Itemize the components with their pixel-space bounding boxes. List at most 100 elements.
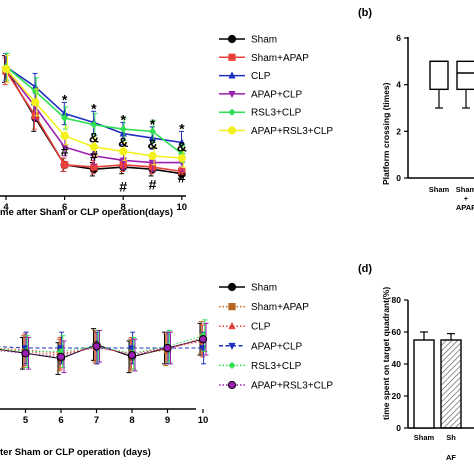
legend-item: APAP+RSL3+CLP (219, 381, 333, 392)
legend-label: Sham+APAP (251, 302, 309, 313)
significance-mark: * (62, 92, 68, 108)
legend-marker (228, 342, 236, 350)
panel-d-sublabel: AF (446, 453, 456, 462)
x-tick-label: 7 (94, 415, 99, 426)
bar-rect (413, 339, 435, 429)
panel-d-bar-chart: (d) time spent on target quadrant(%) 0 20… (358, 263, 474, 462)
data-point (61, 109, 69, 117)
legend-marker (227, 282, 237, 292)
box-body (456, 60, 474, 91)
significance-mark: & (177, 138, 187, 154)
significance-mark: # (61, 143, 69, 159)
panel-b-label: (b) (358, 7, 372, 19)
legend-item: APAP+CLP (219, 341, 303, 352)
y-tick-label: 0 (396, 423, 401, 433)
category-label: APAP (456, 203, 474, 212)
significance-mark: * (120, 112, 126, 128)
legend-label: CLP (251, 322, 271, 333)
x-tick-label: 6 (58, 415, 63, 426)
data-point (56, 352, 66, 361)
legend-item: APAP+CLP (219, 89, 303, 100)
series-apap-rsl3-clp (1, 55, 186, 168)
y-tick-label: 40 (392, 359, 402, 369)
data-point (92, 342, 101, 351)
data-point (163, 343, 172, 353)
legend-item: Sham+APAP (219, 53, 309, 64)
x-tick-label: 9 (165, 415, 170, 426)
data-point (119, 147, 128, 156)
series-sham (0, 322, 208, 375)
data-point (148, 127, 157, 135)
x-tick-label: 5 (23, 415, 29, 426)
series-apap-rsl3-clp (0, 322, 209, 374)
legend-label: Sham+APAP (251, 53, 309, 64)
panel-d-y-axis-label: time spent on target quadrant(%) (381, 287, 391, 420)
significance-mark: # (149, 176, 157, 192)
data-point (148, 151, 157, 160)
series-line (0, 335, 204, 354)
x-tick-label: 8 (121, 202, 126, 213)
panel-a-x-axis-label: me after Sham or CLP operation(days) (0, 207, 173, 218)
legend-marker (228, 53, 236, 61)
legend-item: Sham (219, 35, 277, 46)
significance-mark: * (150, 116, 156, 132)
data-point (60, 131, 69, 140)
legend-item: RSL3+CLP (219, 108, 302, 119)
box-body (429, 60, 449, 91)
legend-label: APAP+CLP (251, 89, 303, 100)
data-point (90, 121, 98, 129)
panel-c-line-chart: 5 6 7 8 9 10 ter Sham or CLP operation (days)… (0, 283, 333, 458)
y-tick-label: 60 (392, 327, 402, 337)
data-point (89, 142, 99, 152)
legend-label: CLP (251, 71, 271, 82)
legend-label: Sham (251, 283, 277, 294)
data-point (31, 98, 40, 107)
data-point (148, 133, 157, 141)
data-point (178, 138, 186, 146)
data-point (57, 347, 65, 356)
category-label: Sham (414, 433, 435, 442)
legend-marker (228, 71, 236, 79)
category-label: Sham (429, 185, 450, 194)
significance-mark: & (118, 134, 128, 150)
legend-label: APAP+RSL3+CLP (251, 381, 333, 392)
bar-2: Sh (440, 333, 462, 442)
legend-marker (228, 303, 236, 311)
legend-item: Sham (219, 283, 277, 294)
x-tick-label: 10 (177, 202, 188, 213)
legend-label: APAP+RSL3+CLP (251, 126, 333, 137)
legend-item: Sham+APAP (219, 302, 309, 313)
significance-mark: # (178, 170, 186, 186)
legend-marker (227, 126, 237, 135)
legend-marker (228, 361, 236, 369)
significance-mark: * (179, 121, 185, 137)
box-2: Sham+APAP (456, 60, 474, 212)
panel-a-line-chart: 4 6 8 10 *** * *& & & &# ## # # me after Sham or CL… (0, 35, 333, 218)
data-point (90, 163, 98, 171)
significance-mark: # (90, 147, 98, 163)
legend-label: APAP+CLP (251, 341, 303, 352)
data-point (198, 335, 208, 344)
y-tick-label: 4 (396, 80, 401, 90)
data-point (61, 161, 69, 169)
category-label: + (464, 194, 469, 203)
legend-marker (228, 91, 236, 99)
legend-item: CLP (219, 71, 271, 82)
significance-mark: # (119, 179, 127, 195)
panel-c-x-axis-label: ter Sham or CLP operation (days) (0, 447, 151, 458)
panel-b-y-axis-label: Platform crossing (times) (381, 82, 391, 185)
y-tick-label: 20 (392, 391, 402, 401)
y-tick-label: 2 (396, 126, 401, 136)
legend-marker (228, 108, 236, 116)
x-tick-label: 6 (62, 202, 67, 213)
data-point (119, 129, 127, 137)
significance-mark: & (89, 130, 99, 146)
data-point (31, 87, 39, 95)
legend-marker (227, 380, 237, 390)
x-tick-label: 10 (198, 415, 209, 426)
x-tick-label: 8 (129, 415, 134, 426)
significance-mark: * (91, 101, 97, 117)
legend-item: APAP+RSL3+CLP (219, 126, 333, 137)
